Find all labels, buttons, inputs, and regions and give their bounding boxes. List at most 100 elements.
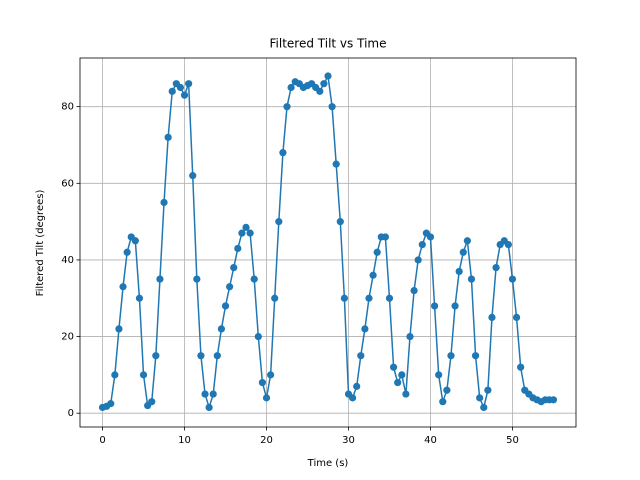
- data-point: [246, 229, 254, 237]
- data-point: [197, 352, 205, 360]
- data-point: [463, 237, 471, 245]
- data-point: [492, 263, 500, 272]
- data-point: [242, 223, 250, 231]
- data-point: [549, 396, 558, 404]
- data-point: [435, 371, 443, 379]
- x-tick-label: 0: [99, 435, 105, 446]
- data-point: [221, 302, 230, 310]
- data-point: [213, 352, 221, 360]
- data-point: [131, 237, 139, 245]
- data-point: [262, 394, 271, 402]
- data-point: [267, 371, 275, 379]
- data-point: [426, 233, 435, 241]
- data-point: [168, 87, 176, 95]
- data-point: [504, 241, 512, 249]
- data-point: [180, 91, 189, 99]
- data-point: [185, 80, 193, 88]
- data-point: [123, 248, 131, 256]
- chart-title: Filtered Tilt vs Time: [270, 37, 387, 51]
- data-point: [176, 83, 185, 92]
- y-tick-label: 20: [61, 332, 74, 343]
- data-point: [389, 363, 398, 371]
- data-point: [443, 386, 451, 394]
- data-point: [234, 244, 242, 253]
- y-tick-label: 40: [61, 255, 74, 266]
- data-point: [480, 403, 488, 412]
- data-point: [340, 294, 348, 302]
- plot-frame: [79, 57, 577, 428]
- data-point: [517, 363, 525, 371]
- data-point: [316, 87, 324, 95]
- data-point: [512, 313, 521, 322]
- data-point: [205, 403, 213, 412]
- data-point: [160, 198, 168, 207]
- data-point: [484, 386, 492, 394]
- y-axis-label: Filtered Tilt (degrees): [35, 190, 46, 297]
- data-point: [139, 371, 148, 379]
- data-point: [336, 218, 344, 226]
- y-tick-label: 0: [68, 408, 74, 419]
- data-point: [508, 275, 517, 283]
- data-point: [451, 302, 459, 310]
- data-point: [111, 371, 119, 379]
- x-tick-label: 20: [260, 435, 273, 446]
- x-tick-label: 50: [506, 435, 519, 446]
- data-point: [287, 83, 295, 92]
- y-tick-label: 80: [61, 102, 74, 113]
- data-point: [148, 398, 156, 406]
- data-point: [406, 332, 414, 341]
- data-point: [275, 218, 283, 226]
- data-point: [189, 172, 197, 180]
- data-point: [250, 275, 258, 283]
- data-point: [365, 294, 373, 302]
- data-line: [102, 73, 554, 411]
- data-point: [238, 229, 246, 237]
- data-point: [332, 160, 340, 168]
- x-tick-label: 40: [424, 435, 437, 446]
- data-point: [455, 267, 463, 276]
- y-tick-label: 60: [61, 178, 74, 189]
- data-point: [258, 378, 267, 387]
- data-point: [152, 352, 160, 360]
- data-point: [430, 302, 439, 310]
- data-point: [279, 149, 287, 157]
- x-axis-label: Time (s): [307, 458, 349, 469]
- data-point: [119, 283, 127, 291]
- data-point: [115, 325, 123, 333]
- data-point: [398, 371, 406, 379]
- data-point: [230, 263, 238, 272]
- data-point: [209, 390, 217, 398]
- data-point: [156, 275, 164, 283]
- data-point: [467, 275, 476, 283]
- data-point: [439, 398, 447, 406]
- data-point: [418, 241, 426, 249]
- data-point: [193, 275, 201, 283]
- data-point: [226, 283, 234, 291]
- data-point: [348, 394, 357, 402]
- data-point: [402, 390, 410, 398]
- data-point: [357, 352, 365, 360]
- data-point: [271, 294, 279, 302]
- data-point: [447, 352, 455, 360]
- data-point: [459, 248, 467, 256]
- data-point: [217, 325, 226, 333]
- data-point: [361, 325, 369, 333]
- data-point: [328, 103, 336, 111]
- data-point: [164, 133, 172, 141]
- data-point: [201, 390, 209, 398]
- data-point: [324, 72, 332, 80]
- data-point: [471, 352, 480, 360]
- data-point: [135, 294, 144, 302]
- data-point: [107, 400, 115, 408]
- data-point: [394, 378, 402, 387]
- data-point: [410, 286, 418, 295]
- data-point: [488, 313, 496, 322]
- data-point: [381, 233, 389, 241]
- data-point: [385, 294, 394, 302]
- data-point: [283, 103, 291, 111]
- data-point: [254, 332, 262, 341]
- x-tick-label: 10: [178, 435, 191, 446]
- data-point: [373, 248, 381, 256]
- data-point: [369, 271, 377, 279]
- data-point: [320, 80, 328, 88]
